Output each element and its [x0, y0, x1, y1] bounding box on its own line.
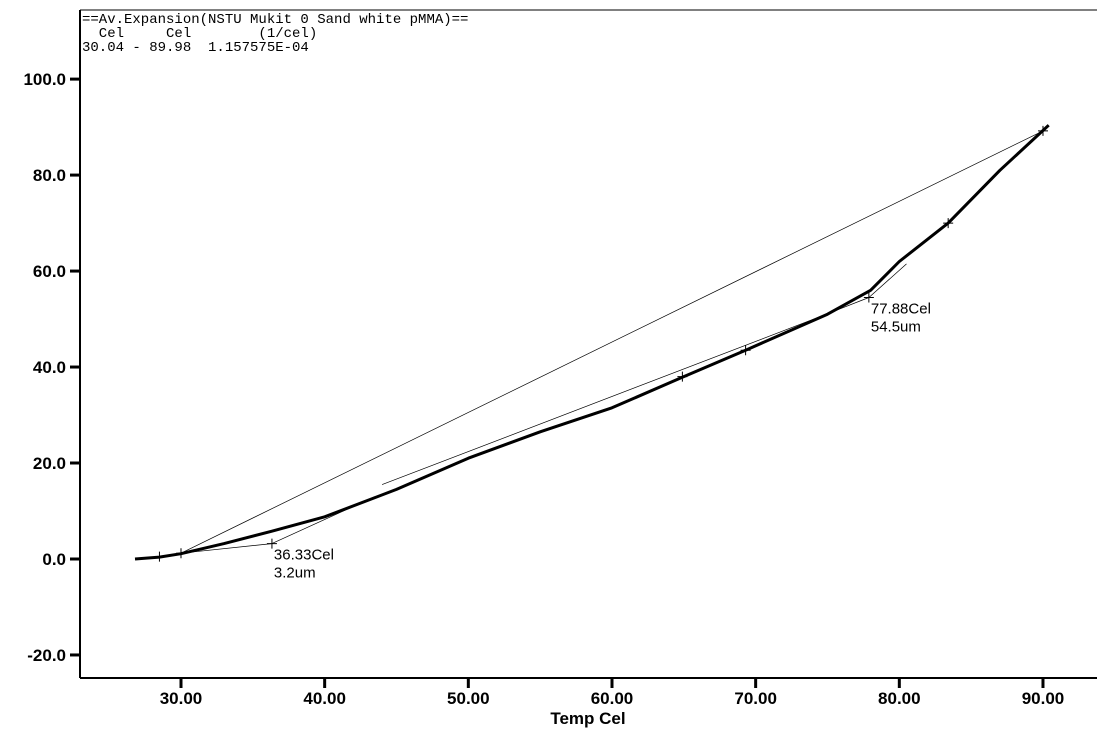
x-tick-label: 80.00: [878, 689, 921, 708]
annotation: 54.5um: [871, 318, 921, 335]
guide-line: [381, 263, 907, 485]
x-tick-label: 60.00: [591, 689, 634, 708]
x-tick-label: 70.00: [734, 689, 777, 708]
guide-line: [180, 130, 1044, 554]
annotation: 3.2um: [274, 565, 316, 582]
y-tick-label: 100.0: [23, 70, 66, 89]
y-tick-label: 0.0: [42, 550, 66, 569]
point-marker: [740, 345, 751, 356]
x-axis-label: Temp Cel: [550, 709, 625, 728]
point-marker: [266, 538, 277, 549]
point-marker: [154, 551, 165, 562]
header-line: ==Av.Expansion(NSTU Mukit 0 Sand white p…: [82, 12, 468, 28]
point-marker: [175, 548, 186, 559]
expansion-curve: [134, 124, 1050, 561]
annotation: 77.88Cel: [871, 300, 931, 317]
y-tick-label: 80.0: [33, 166, 66, 185]
point-marker: [863, 292, 874, 303]
y-tick-label: 40.0: [33, 358, 66, 377]
point-marker: [943, 218, 954, 229]
point-marker: [1037, 125, 1048, 136]
point-marker: [677, 371, 688, 382]
annotation: 36.33Cel: [274, 547, 334, 564]
header-line: Cel Cel (1/cel): [82, 26, 317, 42]
y-tick-label: -20.0: [27, 646, 66, 665]
header-line: 30.04 - 89.98 1.157575E-04: [82, 40, 309, 56]
x-tick-label: 40.00: [303, 689, 346, 708]
x-tick-label: 30.00: [160, 689, 203, 708]
x-tick-label: 90.00: [1022, 689, 1065, 708]
y-tick-label: 60.0: [33, 262, 66, 281]
y-tick-label: 20.0: [33, 454, 66, 473]
x-tick-label: 50.00: [447, 689, 490, 708]
guide-line: [180, 496, 376, 554]
